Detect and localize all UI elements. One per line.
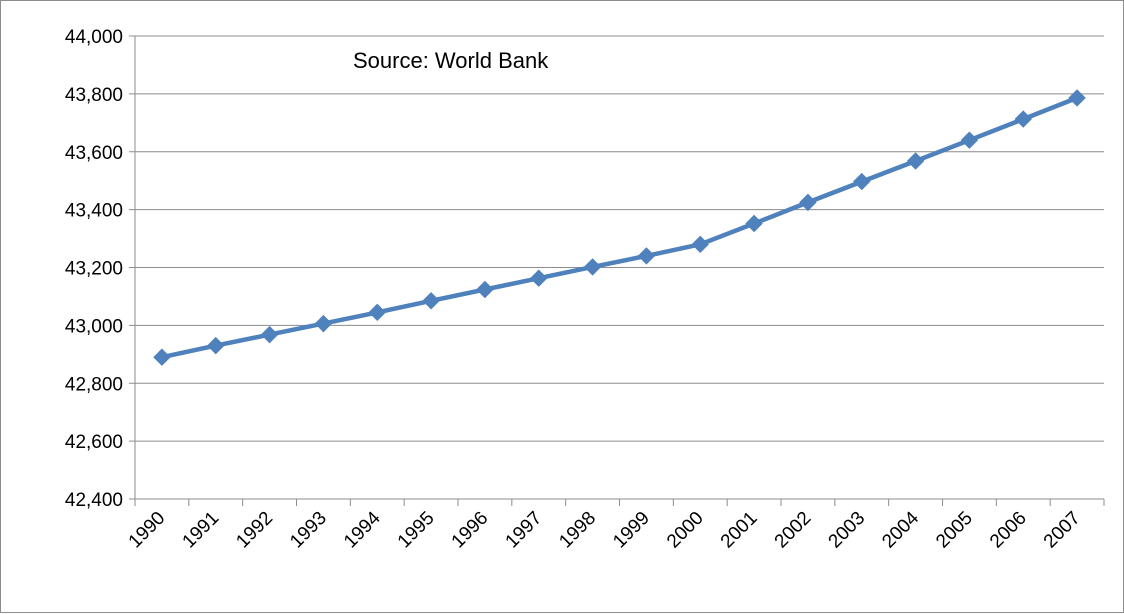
x-tick-label: 2006 xyxy=(986,508,1031,553)
x-tick-label: 1997 xyxy=(502,508,547,553)
data-point-marker xyxy=(422,292,440,310)
y-tick-label: 42,600 xyxy=(65,432,123,453)
x-tick-label: 2000 xyxy=(663,508,708,553)
y-tick-label: 44,000 xyxy=(65,27,123,48)
data-point-marker xyxy=(314,314,333,333)
y-tick-label: 43,000 xyxy=(65,316,123,337)
x-tick-label: 2001 xyxy=(717,508,762,553)
data-point-marker xyxy=(207,336,225,355)
data-point-marker xyxy=(583,258,602,276)
series-markers xyxy=(153,89,1086,366)
x-tick-label: 1996 xyxy=(448,508,493,553)
x-tick-label: 1990 xyxy=(125,508,170,553)
data-point-marker xyxy=(368,303,386,322)
y-tick-label: 43,200 xyxy=(65,259,123,280)
data-point-marker xyxy=(853,172,871,191)
x-tick-label: 1992 xyxy=(232,508,277,553)
data-point-marker xyxy=(906,152,925,170)
x-tick-label: 1998 xyxy=(555,508,600,553)
data-point-marker xyxy=(1068,89,1086,107)
source-annotation: Source: World Bank xyxy=(353,48,549,73)
gridlines xyxy=(135,35,1104,442)
x-tick-label: 2003 xyxy=(825,508,870,553)
data-point-marker xyxy=(799,193,817,212)
x-tick-label: 1995 xyxy=(394,508,439,553)
data-point-marker xyxy=(476,280,494,299)
data-point-marker xyxy=(745,214,763,233)
y-tick-labels: 42,400 42,600 42,800 43,000 43,200 43,400 43,6… xyxy=(65,27,123,511)
x-tick-label: 1999 xyxy=(609,508,654,553)
data-point-marker xyxy=(530,269,548,287)
x-tick-label: 1994 xyxy=(340,507,385,552)
x-tick-label: 1993 xyxy=(286,508,331,553)
axes xyxy=(129,35,1105,506)
data-point-marker xyxy=(153,348,171,366)
x-tick-label: 2007 xyxy=(1040,508,1085,553)
data-point-marker xyxy=(960,131,979,149)
y-tick-label: 42,400 xyxy=(65,490,123,511)
x-tick-label: 2004 xyxy=(878,507,923,552)
y-tick-label: 42,800 xyxy=(65,374,123,395)
x-tick-labels: 1990 1991 1992 1993 1994 1995 1996 1997 1998 1999… xyxy=(125,507,1085,552)
x-tick-label: 1991 xyxy=(179,508,224,553)
x-tick-label: 2002 xyxy=(771,508,816,553)
x-tick-label: 2005 xyxy=(932,508,977,553)
y-tick-label: 43,600 xyxy=(65,143,123,164)
y-tick-label: 43,400 xyxy=(65,201,123,222)
series-line xyxy=(161,95,1078,360)
data-point-marker xyxy=(1014,110,1032,128)
data-point-marker xyxy=(637,247,656,265)
y-tick-label: 43,800 xyxy=(65,85,123,106)
data-point-marker xyxy=(691,235,709,254)
data-point-marker xyxy=(260,325,279,344)
series-line-path xyxy=(161,95,1078,360)
